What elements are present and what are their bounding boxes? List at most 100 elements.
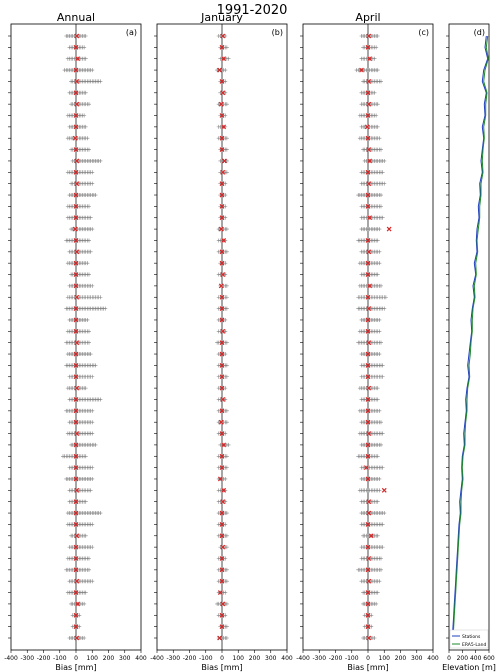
mean-bias-marker [73,238,79,243]
mean-bias-marker [364,124,370,130]
mean-bias-marker [74,635,80,641]
mean-bias-marker [74,487,80,493]
station-bias-marker [379,340,383,345]
x-tick-label: -200 [183,655,197,662]
mean-bias-marker [73,306,79,312]
station-bias-marker [223,522,228,527]
mean-bias-marker [219,556,225,561]
mean-bias-marker [219,215,225,221]
mean-bias-marker [366,340,372,346]
mean-bias-marker [219,624,225,630]
mean-bias-marker [366,79,372,84]
mean-bias-marker [366,510,372,516]
mean-bias-marker [219,408,225,414]
station-bias-marker [377,329,382,334]
station-bias-marker [377,317,382,322]
x-tick-label: 400 [427,655,439,662]
mean-bias-marker [219,249,225,255]
station-bias-marker [90,227,95,232]
station-bias-marker [85,136,90,141]
mean-bias-marker [365,374,371,380]
mean-bias-marker [366,181,372,187]
x-axis-label: Bias [mm] [347,663,388,672]
mean-bias-marker [221,56,227,62]
elevation-line-era5-land [452,35,489,639]
mean-bias-marker [74,385,80,391]
x-tick-label: 100 [379,655,391,662]
x-tick-label: -400 [296,655,310,662]
mean-bias-marker [366,556,372,561]
mean-bias-marker [220,169,226,175]
mean-bias-marker [366,147,372,153]
station-bias-marker [224,45,229,50]
mean-bias-marker [219,374,225,380]
station-bias-marker [380,522,385,527]
station-bias-marker [223,34,228,38]
mean-bias-marker [365,351,371,357]
station-bias-marker [382,158,387,163]
station-bias-marker [369,613,374,618]
mean-bias-marker [73,90,79,96]
station-bias-marker [224,567,229,572]
mean-bias-marker [368,533,374,539]
panel-title: Annual [57,11,95,24]
station-bias-marker [90,420,95,425]
station-bias-marker [224,340,229,345]
station-bias-marker [379,442,383,447]
x-tick-label: -200 [37,655,51,662]
x-axis-label: Elevation [m] [442,663,496,672]
station-bias-marker [223,317,228,322]
station-bias-marker [77,624,82,629]
station-bias-marker [87,147,91,152]
legend-label: Stations [462,634,481,640]
station-bias-marker [88,249,93,254]
mean-bias-marker [73,521,79,527]
station-bias-marker [226,442,231,447]
mean-bias-marker [73,351,79,357]
station-bias-marker [377,476,382,481]
station-bias-marker [379,193,383,198]
station-bias-marker [98,79,103,84]
station-bias-marker [83,386,88,391]
mean-bias-marker [219,521,225,527]
x-tick-label: -400 [4,655,18,662]
station-bias-marker [87,272,91,277]
x-tick-label: 0 [220,655,224,662]
station-bias-marker [379,556,383,561]
mean-bias-marker [366,101,372,107]
mean-bias-marker [73,67,79,73]
station-bias-marker [82,601,87,606]
mean-bias-marker [365,203,371,209]
mean-bias-marker [73,362,79,368]
station-bias-marker [379,147,383,152]
station-bias-marker [87,567,91,572]
station-bias-marker [88,215,93,220]
mean-bias-marker [365,419,371,425]
station-bias-marker [90,68,95,73]
station-bias-marker [374,113,379,118]
station-bias-marker [382,511,387,516]
station-bias-marker [372,636,377,640]
mean-bias-marker [218,226,224,232]
x-tick-label: -300 [312,655,326,662]
mean-bias-marker [219,135,225,141]
mean-bias-marker [365,113,371,118]
mean-bias-marker [73,556,79,561]
mean-bias-marker [220,544,226,550]
station-bias-marker [377,136,382,141]
panel-label: (d) [474,28,485,37]
station-bias-marker [88,352,93,357]
station-bias-marker [224,283,229,288]
mean-bias-marker [365,272,371,277]
station-bias-marker [226,56,231,61]
station-bias-marker [223,193,228,198]
mean-bias-marker [220,90,226,96]
legend: Stations ERA5-Land [449,629,489,649]
mean-bias-marker [365,476,371,482]
station-bias-marker [223,476,228,481]
mean-bias-marker [365,521,371,527]
station-bias-marker [380,215,385,220]
mean-bias-marker [220,601,226,607]
mean-bias-marker [219,453,225,459]
mean-bias-marker [365,362,371,368]
